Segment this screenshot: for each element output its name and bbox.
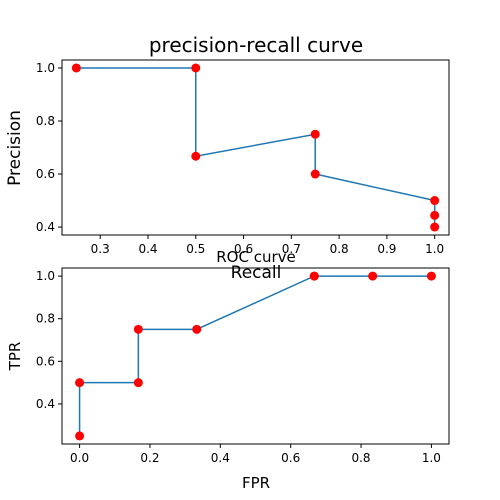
pr-x-tick-label: 0.9	[377, 242, 396, 256]
pr-axes: 0.3 0.4 0.5 0.6 0.7 0.8 0.9 1.0 0.4 0.6 0.8 1.0	[36, 61, 444, 256]
roc-data-point	[192, 324, 202, 334]
pr-y-tick-label: 0.4	[36, 220, 55, 234]
roc-y-tick-label: 1.0	[36, 269, 55, 283]
roc-data-point	[309, 271, 319, 281]
pr-x-tick-label: 0.8	[330, 242, 349, 256]
pr-chart: precision-recall curve 0.3 0.4 0.5 0.6 0.7 0.…	[5, 33, 450, 283]
roc-y-tick-label: 0.8	[36, 312, 55, 326]
roc-x-tick-label: 0.8	[351, 451, 370, 465]
roc-x-axis-label: FPR	[242, 474, 270, 492]
roc-x-tick-label: 0.4	[211, 451, 230, 465]
roc-chart: ROC curve 0.0 0.2 0.4 0.6 0.8 1.0 0.4 0.6 0.8 1.0…	[6, 248, 450, 492]
pr-data-point	[310, 129, 320, 139]
pr-x-tick-label: 0.5	[186, 242, 205, 256]
roc-data-point	[133, 378, 143, 388]
pr-y-tick-label: 0.6	[36, 167, 55, 181]
pr-data-point	[310, 169, 320, 179]
pr-plot-frame	[61, 59, 450, 236]
roc-series-line	[78, 275, 432, 436]
roc-axes: 0.0 0.2 0.4 0.6 0.8 1.0 0.4 0.6 0.8 1.0	[36, 269, 441, 465]
pr-chart-title: precision-recall curve	[149, 33, 363, 57]
roc-data-point	[75, 378, 85, 388]
roc-chart-title: ROC curve	[216, 248, 296, 266]
roc-data-point	[368, 271, 378, 281]
pr-series	[71, 63, 440, 232]
pr-data-point	[191, 63, 201, 73]
pr-data-point	[191, 151, 201, 161]
pr-y-tick-label: 0.8	[36, 114, 55, 128]
pr-x-tick-label: 1.0	[425, 242, 444, 256]
pr-y-tick-label: 1.0	[36, 61, 55, 75]
roc-data-point	[426, 271, 436, 281]
roc-x-tick-label: 0.0	[70, 451, 89, 465]
pr-x-tick-label: 0.3	[91, 242, 110, 256]
roc-x-tick-label: 1.0	[422, 451, 441, 465]
pr-series-line	[76, 67, 436, 228]
pr-x-axis-label: Recall	[231, 263, 282, 283]
roc-x-tick-label: 0.2	[140, 451, 159, 465]
roc-y-tick-label: 0.4	[36, 397, 55, 411]
roc-y-axis-label: TPR	[6, 342, 24, 372]
pr-x-tick-label: 0.7	[282, 242, 301, 256]
roc-y-tick-label: 0.6	[36, 354, 55, 368]
roc-data-point	[75, 431, 85, 441]
roc-plot-frame	[61, 267, 450, 445]
pr-y-axis-label: Precision	[5, 110, 25, 186]
pr-x-tick-label: 0.4	[138, 242, 157, 256]
pr-data-point	[430, 196, 440, 206]
roc-series	[75, 271, 436, 441]
roc-data-point	[133, 324, 143, 334]
pr-data-point	[430, 222, 440, 232]
pr-data-point	[430, 210, 440, 220]
pr-x-tick-label: 0.6	[234, 242, 253, 256]
roc-x-tick-label: 0.6	[281, 451, 300, 465]
pr-data-point	[71, 63, 81, 73]
